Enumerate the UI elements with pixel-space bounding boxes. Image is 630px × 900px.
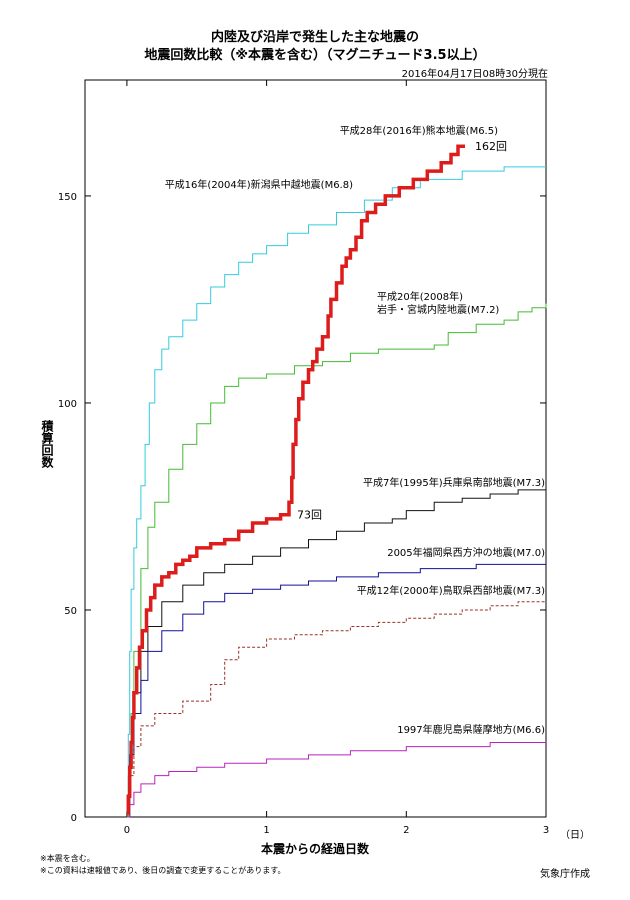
series-label: 1997年鹿児島県薩摩地方(M6.6) bbox=[397, 723, 545, 736]
x-axis-unit: （日） bbox=[560, 830, 590, 841]
y-tick-label: 0 bbox=[71, 813, 77, 824]
series-label: 平成20年(2008年)岩手・宮城内陸地震(M7.2) bbox=[377, 290, 499, 316]
series-line bbox=[126, 166, 546, 818]
timestamp: 2016年04月17日08時30分現在 bbox=[401, 69, 548, 80]
annotation-label: 73回 bbox=[297, 509, 322, 522]
series-line bbox=[126, 601, 546, 818]
plot-frame bbox=[84, 79, 547, 818]
series-label: 2005年福岡県西方沖の地震(M7.0) bbox=[387, 546, 545, 559]
series-label: 平成16年(2004年)新潟県中越地震(M6.8) bbox=[165, 178, 353, 191]
footnote-preliminary: ※この資料は速報値であり、後日の調査で変更することがあります。 bbox=[40, 866, 286, 875]
x-axis-label: 本震からの経過日数 bbox=[260, 842, 369, 856]
series-label: 平成7年(1995年)兵庫県南部地震(M7.3) bbox=[363, 476, 545, 489]
series-label: 平成12年(2000年)鳥取県西部地震(M7.3) bbox=[357, 584, 545, 597]
series-label: 平成28年(2016年)熊本地震(M6.5) bbox=[340, 124, 498, 137]
y-tick-label: 50 bbox=[64, 606, 77, 617]
series-line bbox=[126, 742, 546, 818]
x-tick-label: 3 bbox=[543, 825, 549, 836]
x-tick-label: 1 bbox=[263, 825, 269, 836]
x-tick-label: 2 bbox=[403, 825, 409, 836]
series-line bbox=[126, 563, 546, 818]
y-tick-label: 150 bbox=[58, 192, 77, 203]
series-line bbox=[126, 303, 547, 818]
y-axis-label: 積算回数 bbox=[40, 420, 54, 468]
x-tick-label: 0 bbox=[124, 825, 130, 836]
chart-title-line1: 内陸及び沿岸で発生した主な地震の bbox=[210, 30, 419, 45]
chart-title-line2: 地震回数比較（※本震を含む）（マグニチュード3.5以上） bbox=[144, 48, 486, 63]
series-line bbox=[126, 489, 546, 818]
source-credit: 気象庁作成 bbox=[540, 869, 590, 880]
footnote-mainshock: ※本震を含む。 bbox=[40, 854, 95, 863]
series-end-label: 162回 bbox=[475, 140, 507, 153]
y-tick-label: 100 bbox=[58, 399, 77, 410]
series-line bbox=[126, 144, 465, 815]
